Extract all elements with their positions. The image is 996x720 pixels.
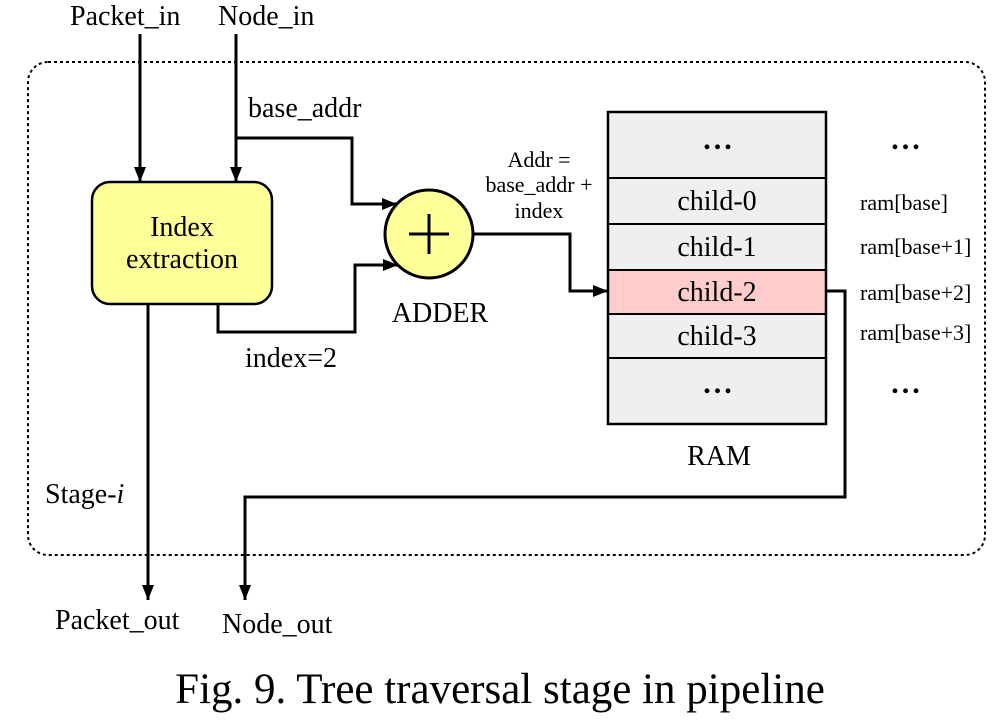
- packet-in-label: Packet_in: [70, 1, 180, 32]
- index-extraction-label-line2: extraction: [126, 244, 238, 275]
- adder-label: ADDER: [392, 298, 489, 329]
- ram-cell-bottom-ellipsis: [607, 357, 827, 425]
- plus-icon: [409, 214, 449, 254]
- stage-label-index: i: [117, 479, 125, 510]
- base-addr-label: base_addr: [248, 93, 362, 124]
- base-addr-wire: [236, 136, 397, 210]
- stage-boundary: [27, 61, 986, 556]
- addr-formula-line1: Addr =: [507, 147, 570, 172]
- packet-out-label: Packet_out: [55, 605, 180, 636]
- ram-address-label: ram[base+2]: [860, 280, 971, 305]
- index-extraction-label-line1: Index: [150, 212, 214, 243]
- figure-caption: Fig. 9. Tree traversal stage in pipeline: [175, 666, 825, 713]
- index-value-label: index=2: [245, 343, 337, 374]
- stage-label-prefix: Stage-: [45, 479, 117, 510]
- node-in-label: Node_in: [218, 1, 314, 32]
- ram-row-label: ...: [703, 367, 735, 400]
- ram-row-label: child-0: [677, 186, 756, 217]
- index-extraction-block: [90, 180, 274, 306]
- stage-label: Stage-i: [45, 479, 124, 510]
- ram-address-label: ...: [891, 367, 923, 400]
- ram-row-label: child-1: [677, 232, 756, 263]
- ram-table: ... child-0 child-1 child-2 child-3 ...: [606, 110, 828, 426]
- ram-address-label: ram[base+3]: [860, 320, 971, 345]
- index-wire: [216, 259, 398, 334]
- node-out-wire: [239, 289, 847, 600]
- ram-row-label: child-3: [677, 321, 756, 352]
- ram-row-label: child-2: [677, 277, 756, 308]
- ram-border: [606, 110, 828, 426]
- ram-address-label: ram[base+1]: [860, 234, 971, 259]
- ram-row-label: ...: [703, 123, 735, 156]
- addr-formula-line2: base_addr +: [485, 172, 592, 197]
- node-out-label: Node_out: [222, 609, 333, 640]
- ram-address-label: ...: [891, 123, 923, 156]
- ram-address-label: ram[base]: [860, 190, 948, 215]
- addr-formula-line3: index: [515, 198, 564, 223]
- addr-wire: [473, 232, 608, 297]
- ram-label: RAM: [687, 441, 751, 472]
